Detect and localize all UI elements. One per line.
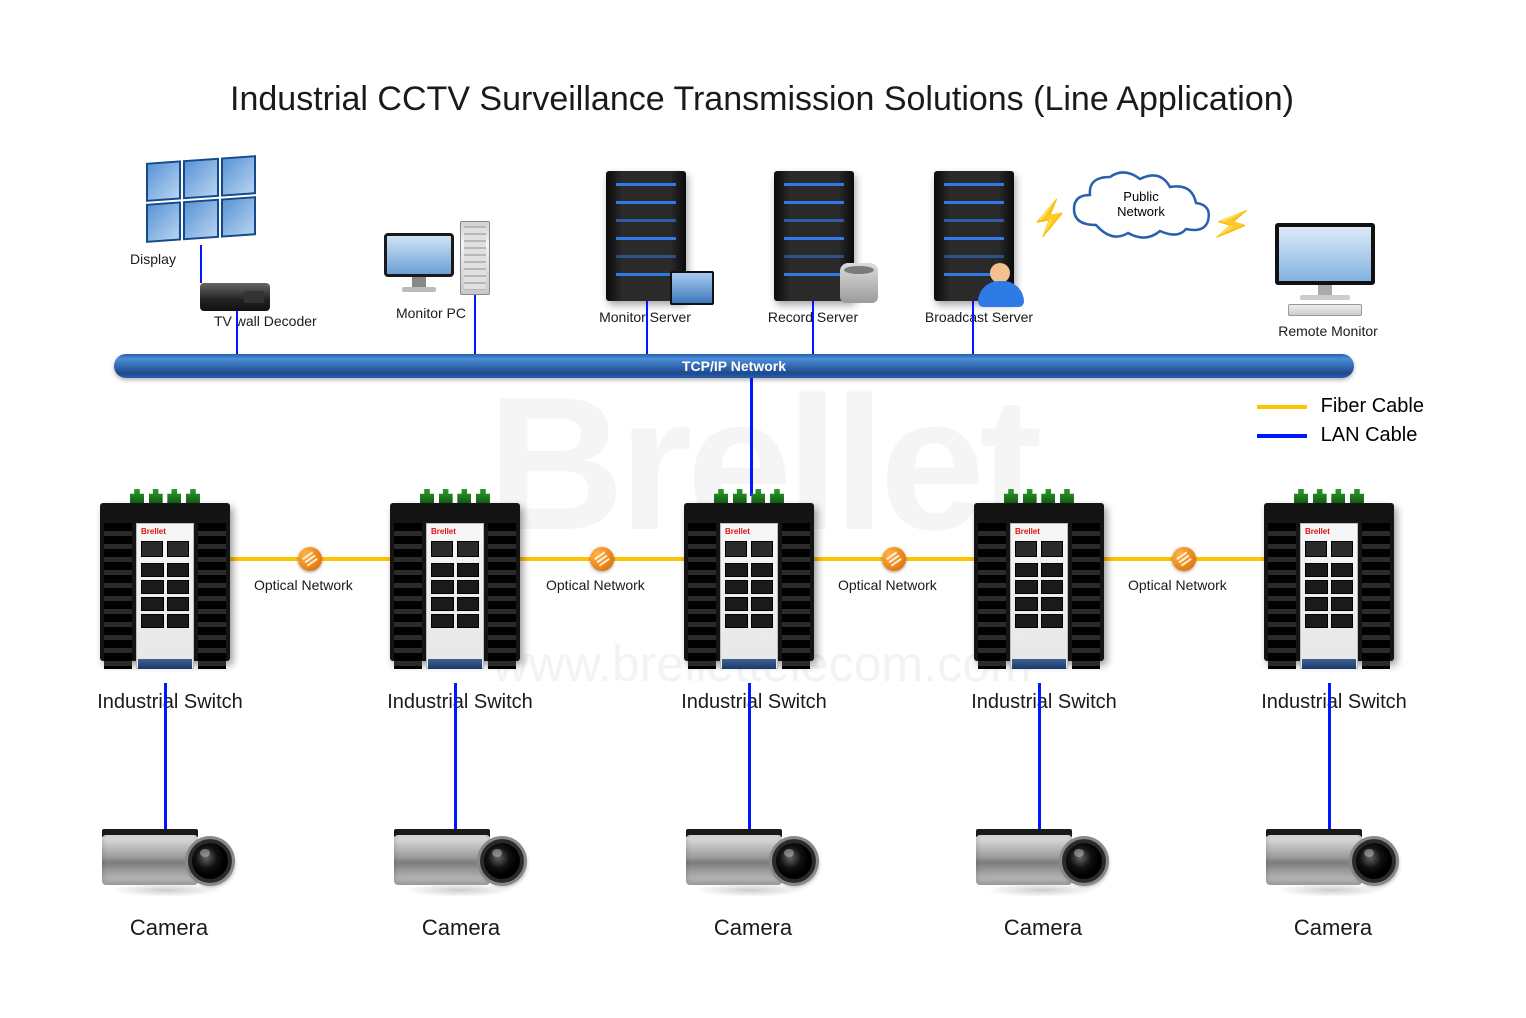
lan-line [454, 683, 457, 831]
legend: Fiber Cable LAN Cable [1257, 395, 1424, 453]
lan-line [164, 683, 167, 831]
optical-node-icon [882, 547, 906, 571]
lan-line-uplink [750, 378, 753, 496]
diagram-canvas: Brellet www.brellettelecom.com Industria… [90, 55, 1434, 1015]
switch-brand-label: Brellet [721, 524, 777, 537]
legend-lan-swatch [1257, 434, 1307, 438]
lan-line [748, 683, 751, 831]
public-network-cloud: Public Network [1066, 165, 1216, 245]
remote-monitor [1270, 223, 1380, 313]
display-videowall [146, 159, 256, 239]
camera-device [1258, 825, 1398, 899]
industrial-switch: Brellet [100, 489, 230, 661]
optical-label: Optical Network [1128, 577, 1227, 593]
camera-label: Camera [94, 915, 244, 941]
legend-lan-label: LAN Cable [1321, 424, 1418, 447]
camera-label: Camera [678, 915, 828, 941]
display-label: Display [128, 251, 178, 267]
switch-brand-label: Brellet [427, 524, 483, 537]
lan-line [474, 295, 476, 354]
camera-label: Camera [386, 915, 536, 941]
legend-fiber-label: Fiber Cable [1321, 395, 1424, 418]
optical-node-icon [590, 547, 614, 571]
switch-label: Industrial Switch [964, 691, 1124, 714]
decoder-label: TV wall Decoder [214, 313, 334, 329]
switch-label: Industrial Switch [674, 691, 834, 714]
broadcast-server [934, 171, 1014, 301]
optical-node-icon [1172, 547, 1196, 571]
camera-device [678, 825, 818, 899]
monitor-server-label: Monitor Server [590, 309, 700, 325]
camera-device [386, 825, 526, 899]
switch-label: Industrial Switch [90, 691, 250, 714]
legend-fiber-swatch [1257, 405, 1307, 409]
monitor-pc-label: Monitor PC [386, 305, 476, 321]
switch-brand-label: Brellet [1011, 524, 1067, 537]
switch-brand-label: Brellet [137, 524, 193, 537]
monitor-server [606, 171, 686, 301]
industrial-switch: Brellet [974, 489, 1104, 661]
camera-label: Camera [968, 915, 1118, 941]
switch-brand-label: Brellet [1301, 524, 1357, 537]
lan-line [646, 301, 648, 354]
lan-line [812, 301, 814, 354]
camera-label: Camera [1258, 915, 1408, 941]
camera-device [94, 825, 234, 899]
record-server [774, 171, 854, 301]
optical-label: Optical Network [254, 577, 353, 593]
monitor-pc [384, 233, 454, 291]
tv-decoder [200, 283, 270, 311]
monitor-pc-tower [460, 221, 490, 295]
tcpip-network-bar: TCP/IP Network [114, 354, 1354, 378]
lan-line [200, 245, 202, 283]
industrial-switch: Brellet [1264, 489, 1394, 661]
optical-label: Optical Network [546, 577, 645, 593]
broadcast-server-label: Broadcast Server [914, 309, 1044, 325]
industrial-switch: Brellet [684, 489, 814, 661]
diagram-title: Industrial CCTV Surveillance Transmissio… [90, 80, 1434, 119]
switch-label: Industrial Switch [1254, 691, 1414, 714]
optical-label: Optical Network [838, 577, 937, 593]
lan-line [972, 301, 974, 354]
lan-line [236, 311, 238, 354]
cloud-label: Public Network [1066, 189, 1216, 219]
lan-line [1328, 683, 1331, 831]
industrial-switch: Brellet [390, 489, 520, 661]
lan-line [1038, 683, 1041, 831]
switch-label: Industrial Switch [380, 691, 540, 714]
remote-monitor-label: Remote Monitor [1268, 323, 1388, 339]
camera-device [968, 825, 1108, 899]
optical-node-icon [298, 547, 322, 571]
